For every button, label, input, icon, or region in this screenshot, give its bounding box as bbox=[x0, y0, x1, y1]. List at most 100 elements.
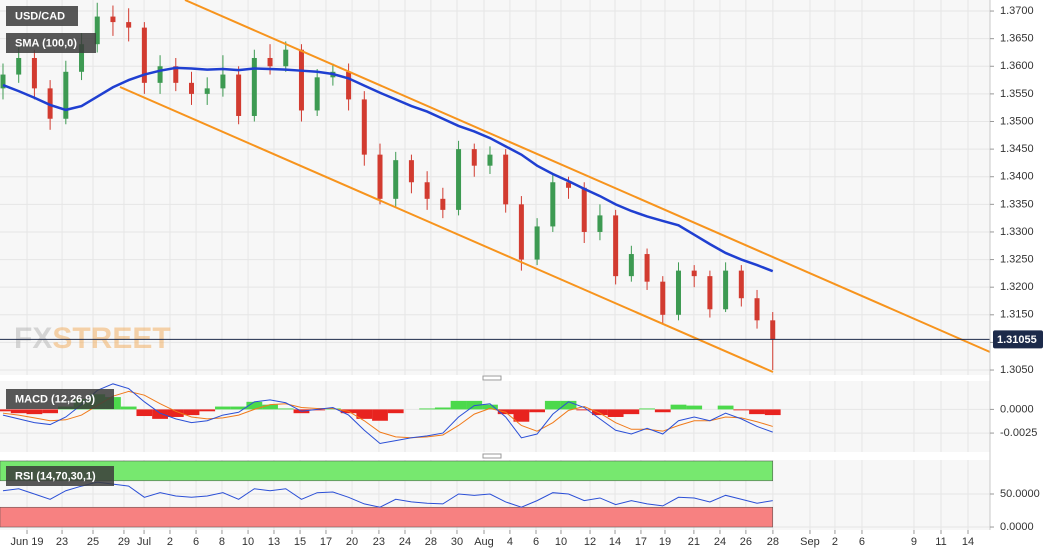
candle-body bbox=[110, 16, 116, 23]
candle-body bbox=[471, 149, 477, 166]
candle-body bbox=[770, 320, 776, 340]
candle-body bbox=[503, 154, 509, 205]
macd-histogram-bar bbox=[42, 409, 59, 414]
x-tick-label: 6 bbox=[533, 536, 539, 548]
x-tick-label: Sep bbox=[800, 536, 820, 548]
rsi-oversold-band bbox=[0, 506, 773, 528]
x-tick-label: 6 bbox=[859, 536, 865, 548]
x-tick-label: 20 bbox=[346, 536, 358, 548]
macd-histogram-bar bbox=[183, 409, 200, 416]
legend-box bbox=[6, 6, 78, 26]
bands-layer bbox=[0, 460, 773, 528]
x-tick-label: 15 bbox=[294, 536, 306, 548]
y-tick-label: 1.3400 bbox=[1000, 171, 1034, 183]
y-tick-label: 0.0000 bbox=[1000, 403, 1034, 415]
main-panel bbox=[0, 0, 990, 375]
macd-histogram-bar bbox=[560, 400, 577, 410]
macd-histogram-bar bbox=[529, 409, 546, 413]
y-tick-label: 0.0000 bbox=[1000, 521, 1034, 533]
x-tick-label: 25 bbox=[87, 536, 99, 548]
candle-body bbox=[566, 182, 572, 188]
y-tick-label: 1.3200 bbox=[1000, 281, 1034, 293]
macd-line bbox=[2, 383, 773, 445]
candle-body bbox=[314, 77, 320, 111]
x-tick-label: 23 bbox=[373, 536, 385, 548]
x-tick-label: 10 bbox=[555, 536, 567, 548]
x-tick-label: 19 bbox=[659, 536, 671, 548]
macd-histogram-bar bbox=[544, 400, 561, 410]
x-tick-label: 17 bbox=[635, 536, 647, 548]
candle-body bbox=[220, 74, 226, 89]
macd-histogram-bar bbox=[576, 409, 593, 411]
legend-box bbox=[6, 33, 96, 53]
x-tick-label: 24 bbox=[714, 536, 726, 548]
macd-histogram-bar bbox=[717, 405, 734, 410]
candle-body bbox=[251, 57, 257, 116]
watermark-fx: FX bbox=[14, 322, 52, 355]
macd-histogram-bar bbox=[592, 409, 608, 416]
candle-body bbox=[424, 182, 430, 199]
last-price-box bbox=[993, 330, 1043, 349]
x-tick-label: 23 bbox=[56, 536, 68, 548]
y-tick-label: 1.3700 bbox=[1000, 5, 1034, 17]
y-tick-label: 1.3500 bbox=[1000, 115, 1034, 127]
legend-rsi: RSI (14,70,30,1) bbox=[15, 470, 96, 482]
candle-body bbox=[79, 44, 85, 72]
sma-line bbox=[2, 66, 774, 273]
x-tick-label: Aug bbox=[474, 536, 494, 548]
macd-histogram-bar bbox=[450, 400, 467, 410]
macd-histogram-bar bbox=[152, 409, 168, 419]
panel-resize-handle[interactable] bbox=[482, 375, 502, 381]
macd-histogram-bar bbox=[277, 408, 294, 410]
watermark-street: STREET bbox=[52, 322, 170, 355]
candle-body bbox=[487, 154, 493, 166]
candle-body bbox=[188, 82, 194, 94]
x-tick-label: 17 bbox=[320, 536, 332, 548]
candle-body bbox=[738, 270, 744, 299]
x-tick-label: 4 bbox=[507, 536, 513, 548]
candle-body bbox=[377, 154, 383, 199]
candle-body bbox=[47, 88, 53, 119]
macd-histogram-bar bbox=[387, 409, 404, 414]
candle-body bbox=[267, 57, 273, 67]
marks-layer bbox=[0, 2, 781, 422]
candle-body bbox=[644, 254, 650, 282]
candle-body bbox=[440, 198, 446, 210]
candle-body bbox=[0, 74, 6, 89]
macd-histogram-bar bbox=[654, 409, 671, 413]
macd-histogram-bar bbox=[623, 409, 640, 415]
x-tick-label: 6 bbox=[193, 536, 199, 548]
candle-body bbox=[63, 71, 69, 119]
legend-box bbox=[6, 389, 114, 409]
macd-histogram-bar bbox=[513, 409, 530, 422]
x-tick-label: 28 bbox=[425, 536, 437, 548]
legend-sma: SMA (100,0) bbox=[15, 37, 77, 49]
candle-body bbox=[361, 99, 367, 155]
x-tick-label: 14 bbox=[609, 536, 621, 548]
panel-resize-handle[interactable] bbox=[482, 453, 502, 459]
channel-lower bbox=[119, 86, 774, 373]
macd-histogram-bar bbox=[670, 404, 687, 410]
x-tick-label: 28 bbox=[767, 536, 779, 548]
macd-histogram-bar bbox=[10, 409, 27, 414]
candle-body bbox=[613, 215, 619, 277]
y-tick-label: 1.3250 bbox=[1000, 253, 1034, 265]
macd-histogram-bar bbox=[26, 409, 43, 415]
x-tick-label: 9 bbox=[911, 536, 917, 548]
y-tick-label: 1.3650 bbox=[1000, 33, 1034, 45]
x-tick-label: 11 bbox=[935, 536, 946, 548]
y-tick-label: 1.3550 bbox=[1000, 88, 1034, 100]
macd-histogram-bar bbox=[0, 409, 11, 412]
x-tick-label: 12 bbox=[584, 536, 596, 548]
channel-upper bbox=[184, 0, 991, 353]
macd-panel bbox=[0, 381, 990, 452]
x-tick-label: 24 bbox=[399, 536, 411, 548]
candle-body bbox=[393, 160, 399, 199]
last-price-label: 1.31055 bbox=[997, 334, 1037, 346]
x-tick-label: Jul bbox=[137, 536, 151, 548]
candle-body bbox=[204, 88, 210, 94]
macd-histogram-bar bbox=[482, 404, 498, 410]
y-tick-label: 1.3050 bbox=[1000, 364, 1034, 376]
overlay-layer bbox=[0, 66, 990, 508]
